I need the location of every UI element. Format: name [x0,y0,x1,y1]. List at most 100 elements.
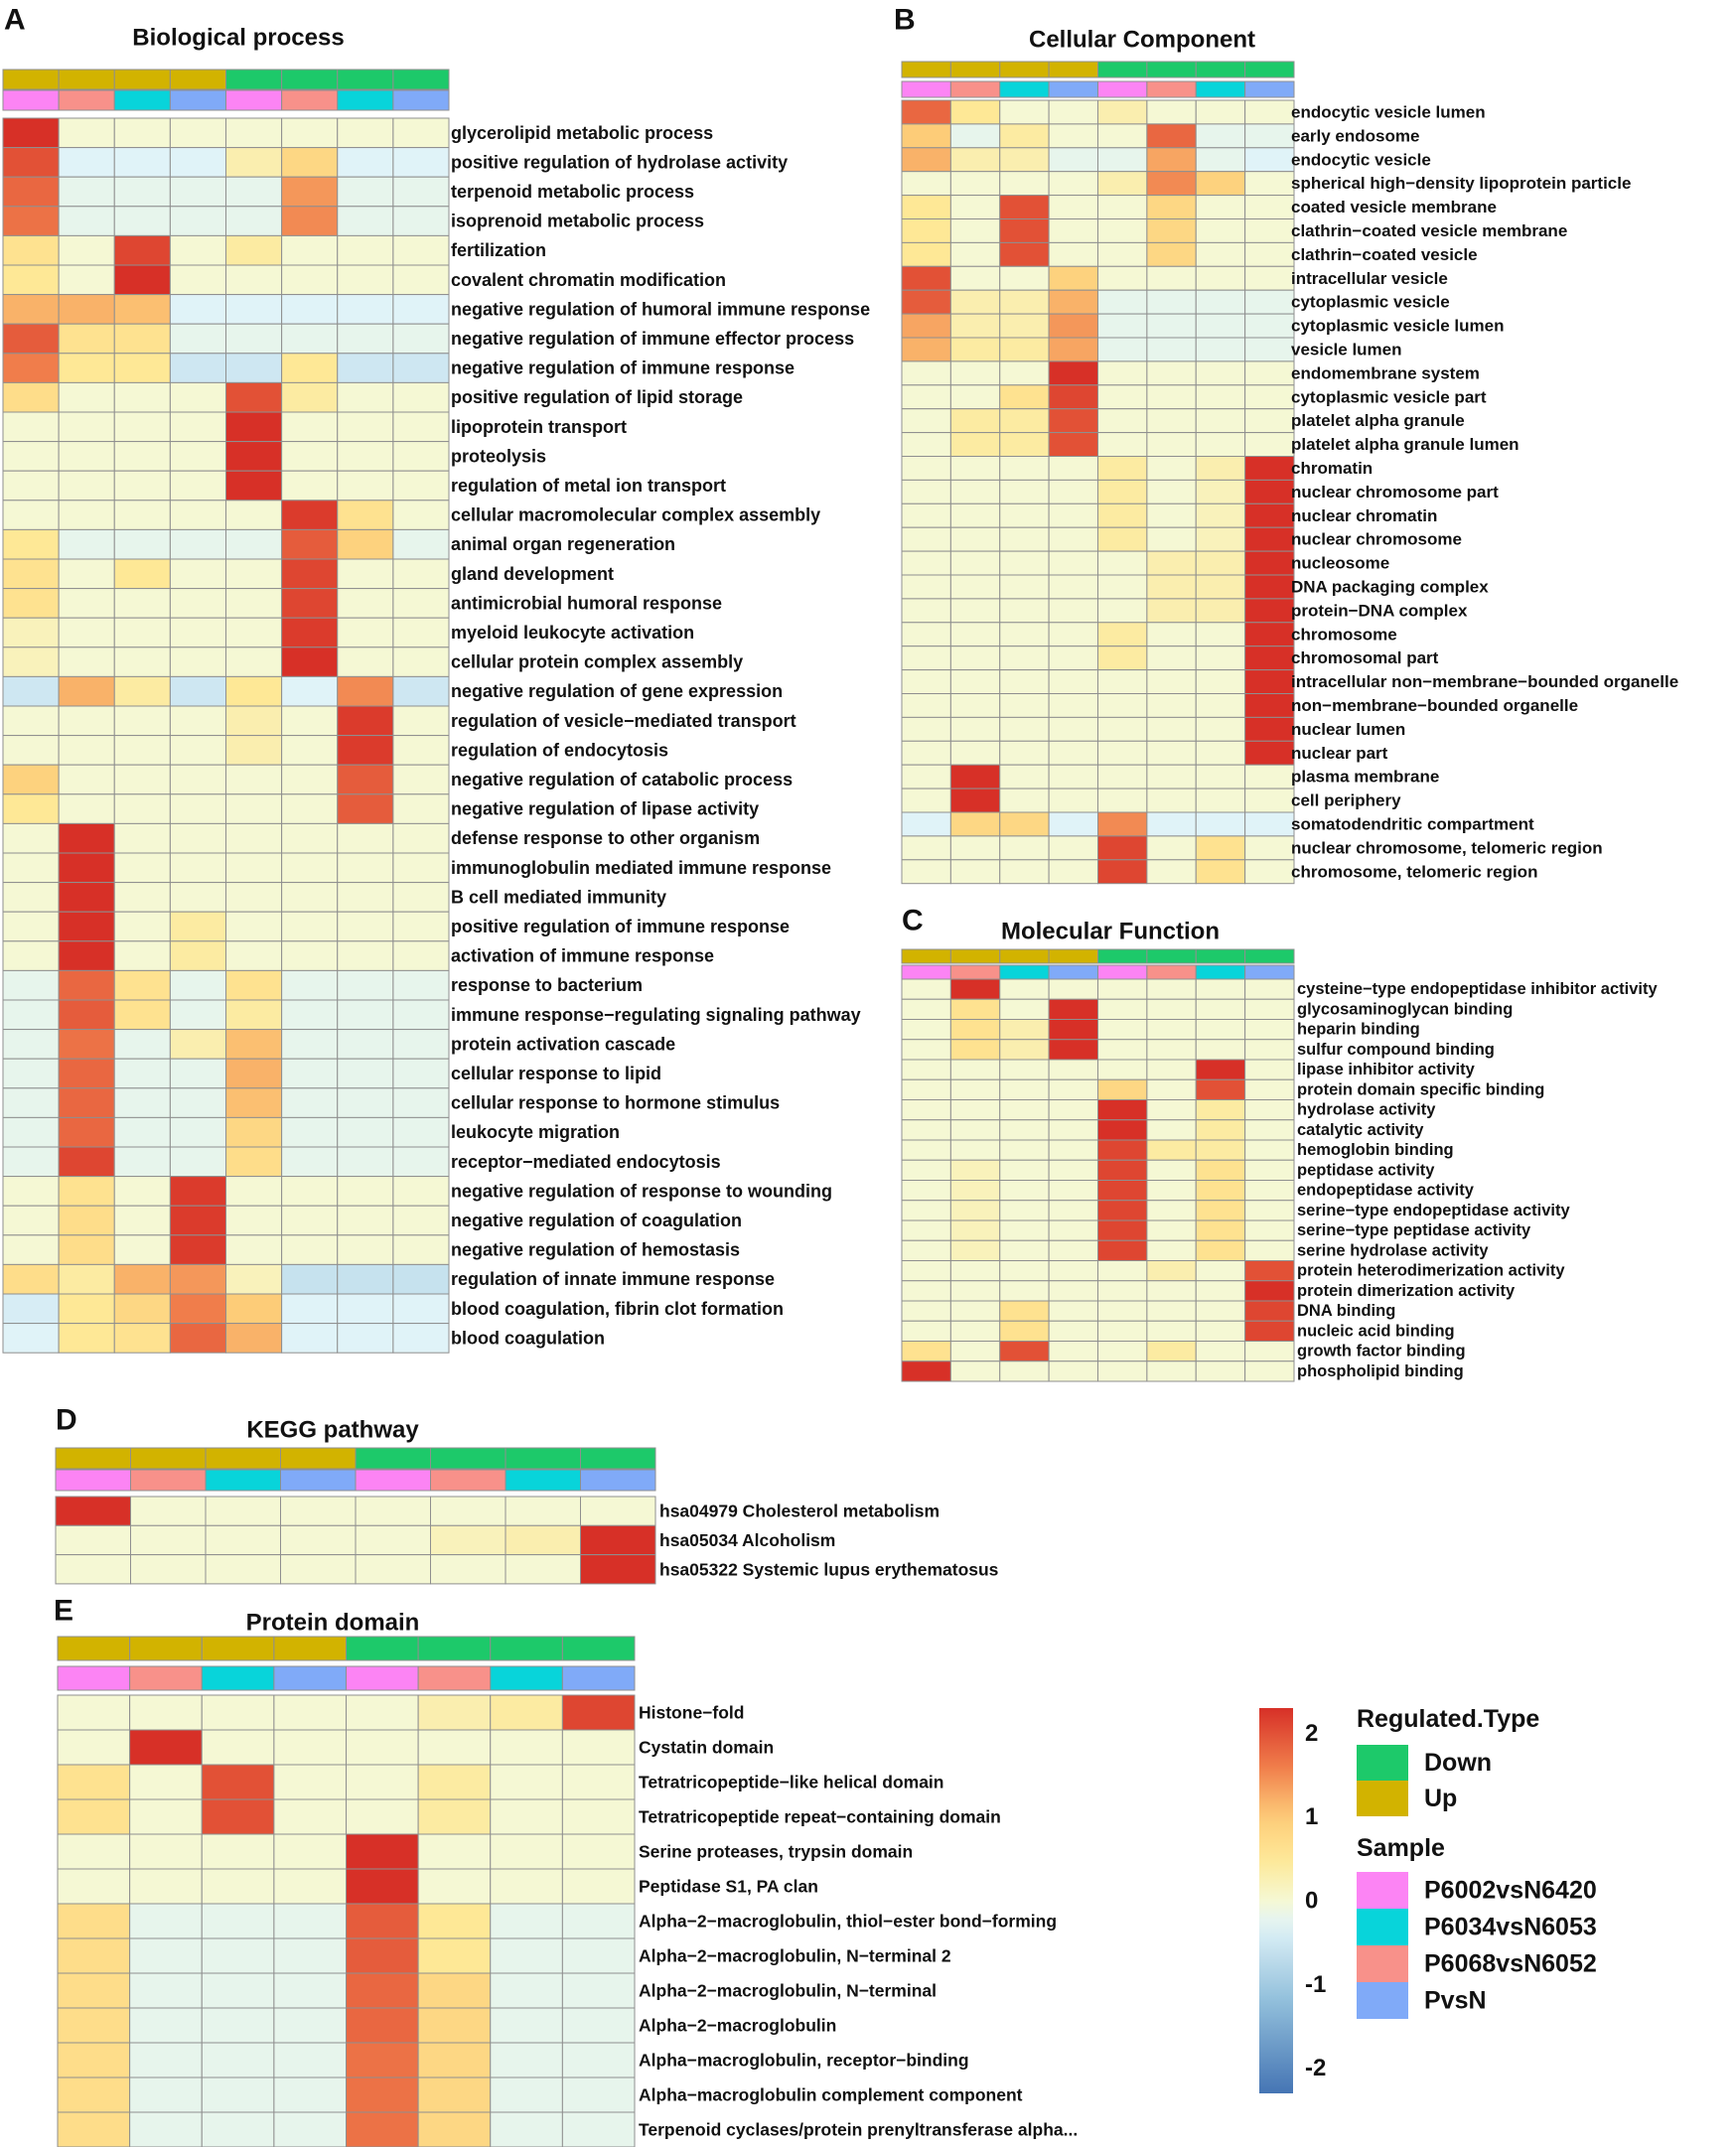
heatmap-cell-d [280,1554,357,1585]
heatmap-cell-a [113,441,171,472]
heatmap-cell-a [281,294,339,325]
heatmap-cell-b [1146,360,1197,386]
heatmap-cell-a [169,940,226,971]
legend-label-up: Up [1424,1785,1457,1812]
heatmap-cell-b [1195,669,1246,694]
heatmap-cell-b [949,740,1001,766]
colorbar-tick-label: 2 [1305,1720,1318,1747]
row-label-b: coated vesicle membrane [1291,198,1497,216]
heatmap-cell-a [2,822,60,854]
heatmap-cell-b [1146,693,1197,718]
panel-letter-b: B [894,4,916,37]
heatmap-cell-b [1048,740,1098,766]
heatmap-cell-a [58,117,115,149]
heatmap-cell-e [417,2111,492,2147]
heatmap-cell-a [2,381,60,413]
heatmap-cell-a [58,441,115,472]
row-label-b: endomembrane system [1291,363,1480,382]
heatmap-cell-b [1048,456,1098,481]
heatmap-cell-d [580,1496,656,1526]
heatmap-cell-b [901,835,951,861]
heatmap-cell-b [1195,313,1246,339]
regulation-cell-a [169,69,226,90]
row-label-c: protein domain specific binding [1297,1080,1544,1098]
heatmap-cell-a [2,1146,60,1178]
heatmap-cell-a [392,940,450,971]
heatmap-cell-a [337,470,394,501]
heatmap-cell-a [113,852,171,884]
heatmap-cell-b [949,171,1001,197]
heatmap-cell-a [169,381,226,413]
row-label-b: platelet alpha granule [1291,411,1465,430]
heatmap-cell-a [2,234,60,266]
heatmap-cell-a [113,1116,171,1148]
heatmap-cell-b [901,456,951,481]
heatmap-cell-a [225,1087,283,1118]
heatmap-cell-a [169,735,226,766]
regulation-cell-a [113,69,171,90]
heatmap-cell-a [337,1205,394,1236]
heatmap-cell-a [337,1323,394,1354]
regulation-cell-e [490,1636,563,1661]
heatmap-cell-d [430,1496,506,1526]
heatmap-cell-b [1146,598,1197,624]
regulation-cell-b [1146,61,1197,78]
heatmap-cell-a [392,793,450,824]
heatmap-cell-b [949,147,1001,173]
row-label-b: cell periphery [1291,791,1401,810]
heatmap-cell-e [561,1903,636,1939]
heatmap-cell-a [169,999,226,1031]
heatmap-cell-b [1048,811,1098,837]
heatmap-cell-c [999,1180,1050,1202]
heatmap-cell-c [1244,1360,1295,1382]
heatmap-cell-e [201,1764,275,1800]
regulation-cell-b [1195,61,1246,78]
heatmap-cell-b [1244,241,1295,267]
row-label-a: protein activation cascade [451,1034,675,1054]
heatmap-cell-a [113,1293,171,1325]
heatmap-cell-a [113,528,171,560]
heatmap-cell-a [2,206,60,236]
heatmap-cell-c [1097,1078,1148,1100]
heatmap-cell-a [113,411,171,443]
legend-label-sample: P6034vsN6053 [1424,1914,1597,1941]
sample-cell-b [1244,80,1295,98]
heatmap-cell-b [901,195,951,220]
heatmap-cell-a [113,1234,171,1265]
heatmap-cell-b [1097,716,1148,742]
row-label-b: non−membrane−bounded organelle [1291,696,1578,715]
heatmap-cell-e [273,2042,347,2078]
row-label-a: terpenoid metabolic process [451,182,694,202]
heatmap-cell-b [901,598,951,624]
heatmap-cell-b [1097,289,1148,315]
row-label-c: lipase inhibitor activity [1297,1061,1476,1078]
heatmap-cell-a [337,1029,394,1060]
heatmap-cell-a [281,470,339,501]
heatmap-cell-b [1097,360,1148,386]
heatmap-cell-e [273,1694,347,1731]
heatmap-cell-b [1048,265,1098,291]
heatmap-cell-b [1097,835,1148,861]
heatmap-cell-a [392,735,450,766]
heatmap-cell-c [1195,1320,1246,1342]
row-label-a: antimicrobial humoral response [451,593,722,613]
heatmap-cell-e [57,1868,131,1905]
row-label-c: peptidase activity [1297,1161,1435,1179]
heatmap-cell-e [129,2007,203,2044]
heatmap-cell-a [58,1029,115,1060]
heatmap-cell-e [561,1798,636,1835]
row-label-c: phospholipid binding [1297,1362,1464,1380]
legend-label-down: Down [1424,1749,1492,1777]
row-label-b: chromatin [1291,459,1373,478]
heatmap-cell-a [281,735,339,766]
heatmap-cell-b [1048,764,1098,789]
heatmap-cell-a [225,206,283,236]
heatmap-cell-e [273,1903,347,1939]
heatmap-cell-c [901,1280,951,1302]
heatmap-cell-a [281,441,339,472]
heatmap-cell-a [337,411,394,443]
row-label-c: serine hydrolase activity [1297,1241,1489,1259]
heatmap-cell-a [225,1293,283,1325]
heatmap-cell-d [505,1554,581,1585]
heatmap-cell-a [225,735,283,766]
